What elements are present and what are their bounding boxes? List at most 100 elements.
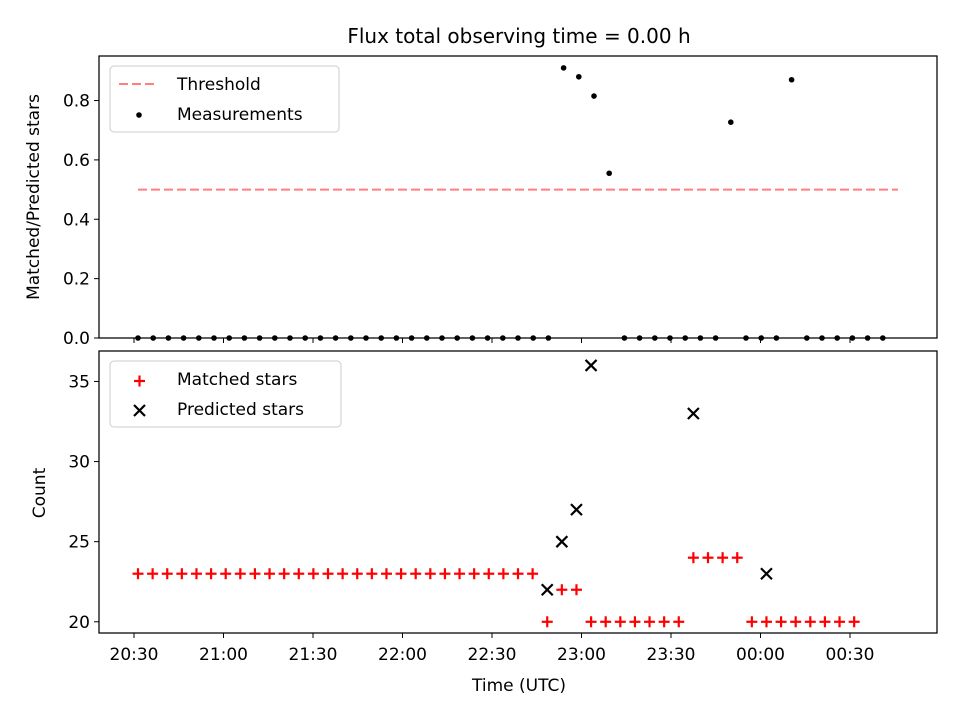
matched-stars-points [132,552,860,628]
bottom-x-tick-label: 20:30 [110,645,159,665]
bottom-y-tick-label: 30 [68,453,90,473]
top-panel: 0.00.20.40.60.8 Matched/Predicted stars … [24,55,938,349]
top-y-tick-label: 0.6 [63,151,90,171]
measurement-point [576,73,582,80]
predicted-star-point [584,359,598,372]
measurement-point [606,170,612,177]
matched-star-point [760,616,772,628]
top-x-ticks [133,338,851,343]
predicted-star-point [555,535,569,548]
bottom-x-tick-label: 22:00 [378,645,427,665]
matched-star-point [249,568,261,580]
top-legend: Threshold Measurements [109,65,340,133]
matched-star-point [161,568,173,580]
legend-measurements-swatch [136,112,142,118]
matched-star-point [527,568,539,580]
matched-star-point [468,568,480,580]
predicted-stars-points [540,359,773,597]
matched-star-point [176,568,188,580]
matched-star-point [746,616,758,628]
matched-star-point [556,584,568,596]
bottom-y-ticks: 20 25 30 35 [68,372,99,633]
legend-matched-label: Matched stars [177,370,297,390]
matched-star-point [541,616,553,628]
predicted-star-point [540,583,554,597]
matched-star-point [234,568,246,580]
legend-matched-swatch [134,375,145,387]
matched-star-point [205,568,217,580]
matched-star-point [439,568,451,580]
top-y-tick-label: 0.8 [63,92,90,112]
bottom-x-tick-label: 22:30 [468,645,517,665]
matched-star-point [351,568,363,580]
matched-star-point [293,568,305,580]
bottom-y-tick-label: 20 [68,613,90,633]
top-y-ticks: 0.0 0.2 0.4 0.6 0.8 [63,92,99,349]
matched-star-point [497,568,509,580]
predicted-star-point [687,407,700,420]
matched-star-point [614,616,626,628]
matched-star-point [848,616,860,628]
top-y-tick-label: 0.2 [63,270,90,290]
bottom-x-tick-label: 21:00 [199,645,248,665]
bottom-legend-box [109,360,342,428]
legend-threshold-label: Threshold [176,75,261,95]
top-y-tick-label: 0.4 [63,210,90,230]
matched-star-point [658,616,670,628]
top-axes-frame [98,55,938,339]
matched-star-point [629,616,641,628]
measurement-point [728,119,734,125]
matched-star-point [220,568,232,580]
matched-star-point [454,568,466,580]
bottom-x-tick-label: 23:00 [557,645,606,665]
matched-star-point [337,568,349,580]
top-legend-box [109,65,340,133]
top-y-tick-label: 0.0 [63,329,90,349]
matched-star-point [483,568,495,580]
matched-star-point [512,568,524,580]
matched-star-point [307,568,319,580]
matched-star-point [147,568,159,580]
matched-star-point [132,568,144,580]
matched-star-point [278,568,290,580]
matched-star-point [190,568,202,580]
legend-predicted-label: Predicted stars [177,400,304,420]
matched-star-point [570,584,582,596]
bottom-y-tick-label: 35 [68,372,90,392]
bottom-x-tick-label: 00:00 [736,645,785,665]
chart-title: Flux total observing time = 0.00 h [347,24,690,48]
bottom-x-ticks: 20:30 21:00 21:30 22:00 22:30 23:00 23:30 00:00… [110,633,875,665]
matched-star-point [702,552,714,564]
matched-star-point [775,616,787,628]
bottom-x-tick-label: 00:30 [826,645,875,665]
matched-star-point [585,616,597,628]
measurement-point [788,76,795,83]
matched-star-point [673,616,685,628]
legend-measurements-label: Measurements [177,105,303,125]
predicted-star-point [570,503,583,516]
matched-star-point [731,552,743,564]
top-y-axis-label: Matched/Predicted stars [24,94,44,300]
bottom-y-axis-label: Count [30,467,50,518]
predicted-star-point [760,567,773,580]
bottom-x-tick-label: 23:30 [647,645,696,665]
x-axis-label: Time (UTC) [471,676,566,696]
matched-star-point [687,552,699,564]
legend-predicted-swatch [133,404,146,417]
bottom-legend: Matched stars Predicted stars [109,360,342,428]
bottom-x-tick-label: 21:30 [289,645,338,665]
matched-star-point [834,616,846,628]
matched-star-point [410,568,422,580]
matched-star-point [395,568,407,580]
matched-star-point [790,616,802,628]
measurement-point [591,93,597,99]
matched-star-point [322,568,334,580]
bottom-y-tick-label: 25 [68,533,90,553]
matched-star-point [717,552,729,564]
matched-star-point [380,568,392,580]
matched-star-point [424,568,436,580]
bottom-axes-frame [98,350,938,634]
matched-star-point [264,568,276,580]
matched-star-point [600,616,612,628]
